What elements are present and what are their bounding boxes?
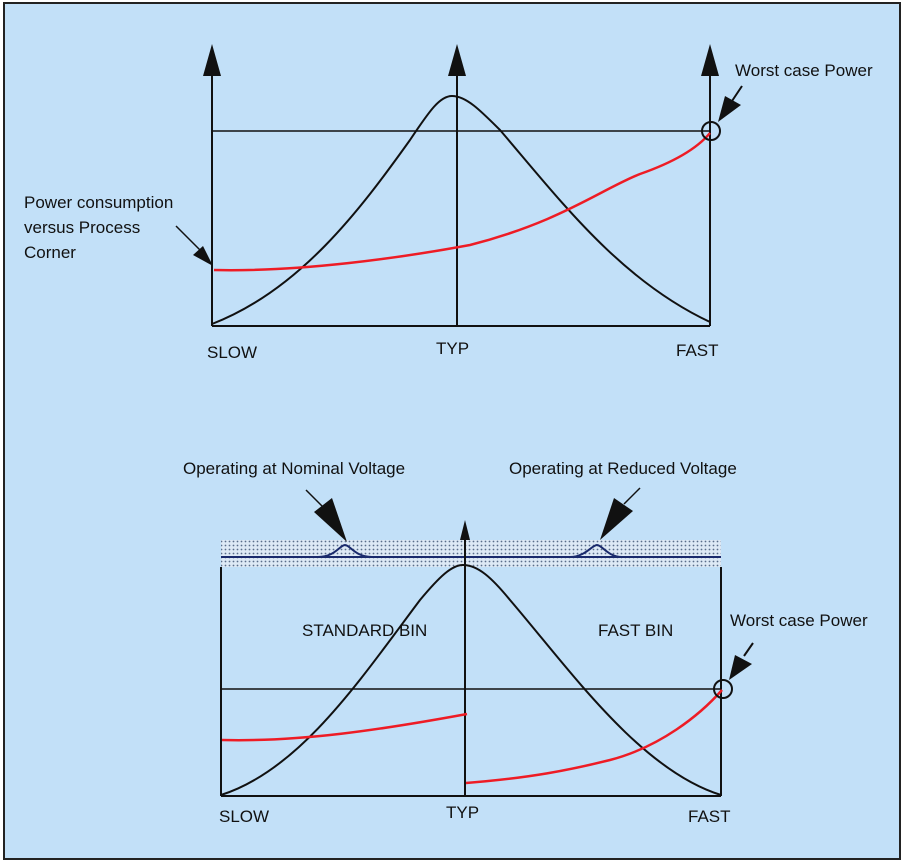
top-arrowhead-fast xyxy=(701,44,719,76)
voltage-bus-bump-reduced xyxy=(569,543,623,558)
bottom-worst-case-label: Worst case Power xyxy=(730,611,868,630)
top-tick-label-fast: FAST xyxy=(676,341,719,360)
top-worst-case-label: Worst case Power xyxy=(735,61,873,80)
bottom-tick-label-typ: TYP xyxy=(446,803,479,822)
bin-label-standard: STANDARD BIN xyxy=(302,621,427,640)
bin-label-fast: FAST BIN xyxy=(598,621,673,640)
bottom-power-curve-standard-bin xyxy=(221,712,468,742)
voltage-bus-bump-nominal xyxy=(317,543,373,558)
nominal-voltage-arrowhead xyxy=(314,498,347,542)
reduced-voltage-label: Operating at Reduced Voltage xyxy=(509,459,737,478)
top-power-consumption-leader xyxy=(175,225,203,253)
top-tick-label-slow: SLOW xyxy=(207,343,257,362)
bottom-tick-label-slow: SLOW xyxy=(219,807,269,826)
bottom-arrowhead-typ xyxy=(460,520,470,540)
top-tick-label-typ: TYP xyxy=(436,339,469,358)
bottom-worst-case-arrowhead xyxy=(729,655,752,680)
top-diagram: Worst case Power Power consumption versu… xyxy=(24,44,873,362)
top-worst-case-leader xyxy=(731,85,743,102)
bottom-worst-case-leader xyxy=(743,642,754,657)
reduced-voltage-arrowhead xyxy=(600,498,633,540)
top-power-consumption-label: versus Process xyxy=(24,218,140,237)
top-power-consumption-label: Corner xyxy=(24,243,76,262)
top-distribution-curve xyxy=(211,94,711,325)
top-power-consumption-label: Power consumption xyxy=(24,193,173,212)
top-arrowhead-slow xyxy=(203,44,221,76)
voltage-bus xyxy=(221,540,721,567)
top-power-consumption-arrowhead xyxy=(193,246,213,266)
top-power-curve xyxy=(213,132,711,272)
bottom-power-curve-fast-bin xyxy=(465,689,723,785)
nominal-voltage-label: Operating at Nominal Voltage xyxy=(183,459,405,478)
top-worst-case-arrowhead xyxy=(718,96,741,122)
top-worst-case-circle xyxy=(701,121,721,141)
top-arrowhead-typ xyxy=(448,44,466,76)
bottom-distribution-curve xyxy=(220,563,722,796)
reduced-voltage-leader xyxy=(623,487,641,505)
nominal-voltage-leader xyxy=(305,489,323,507)
bottom-tick-label-fast: FAST xyxy=(688,807,731,826)
bottom-diagram: STANDARD BIN FAST BIN Operating at Nomin… xyxy=(183,459,868,826)
bottom-worst-case-circle xyxy=(713,679,733,699)
